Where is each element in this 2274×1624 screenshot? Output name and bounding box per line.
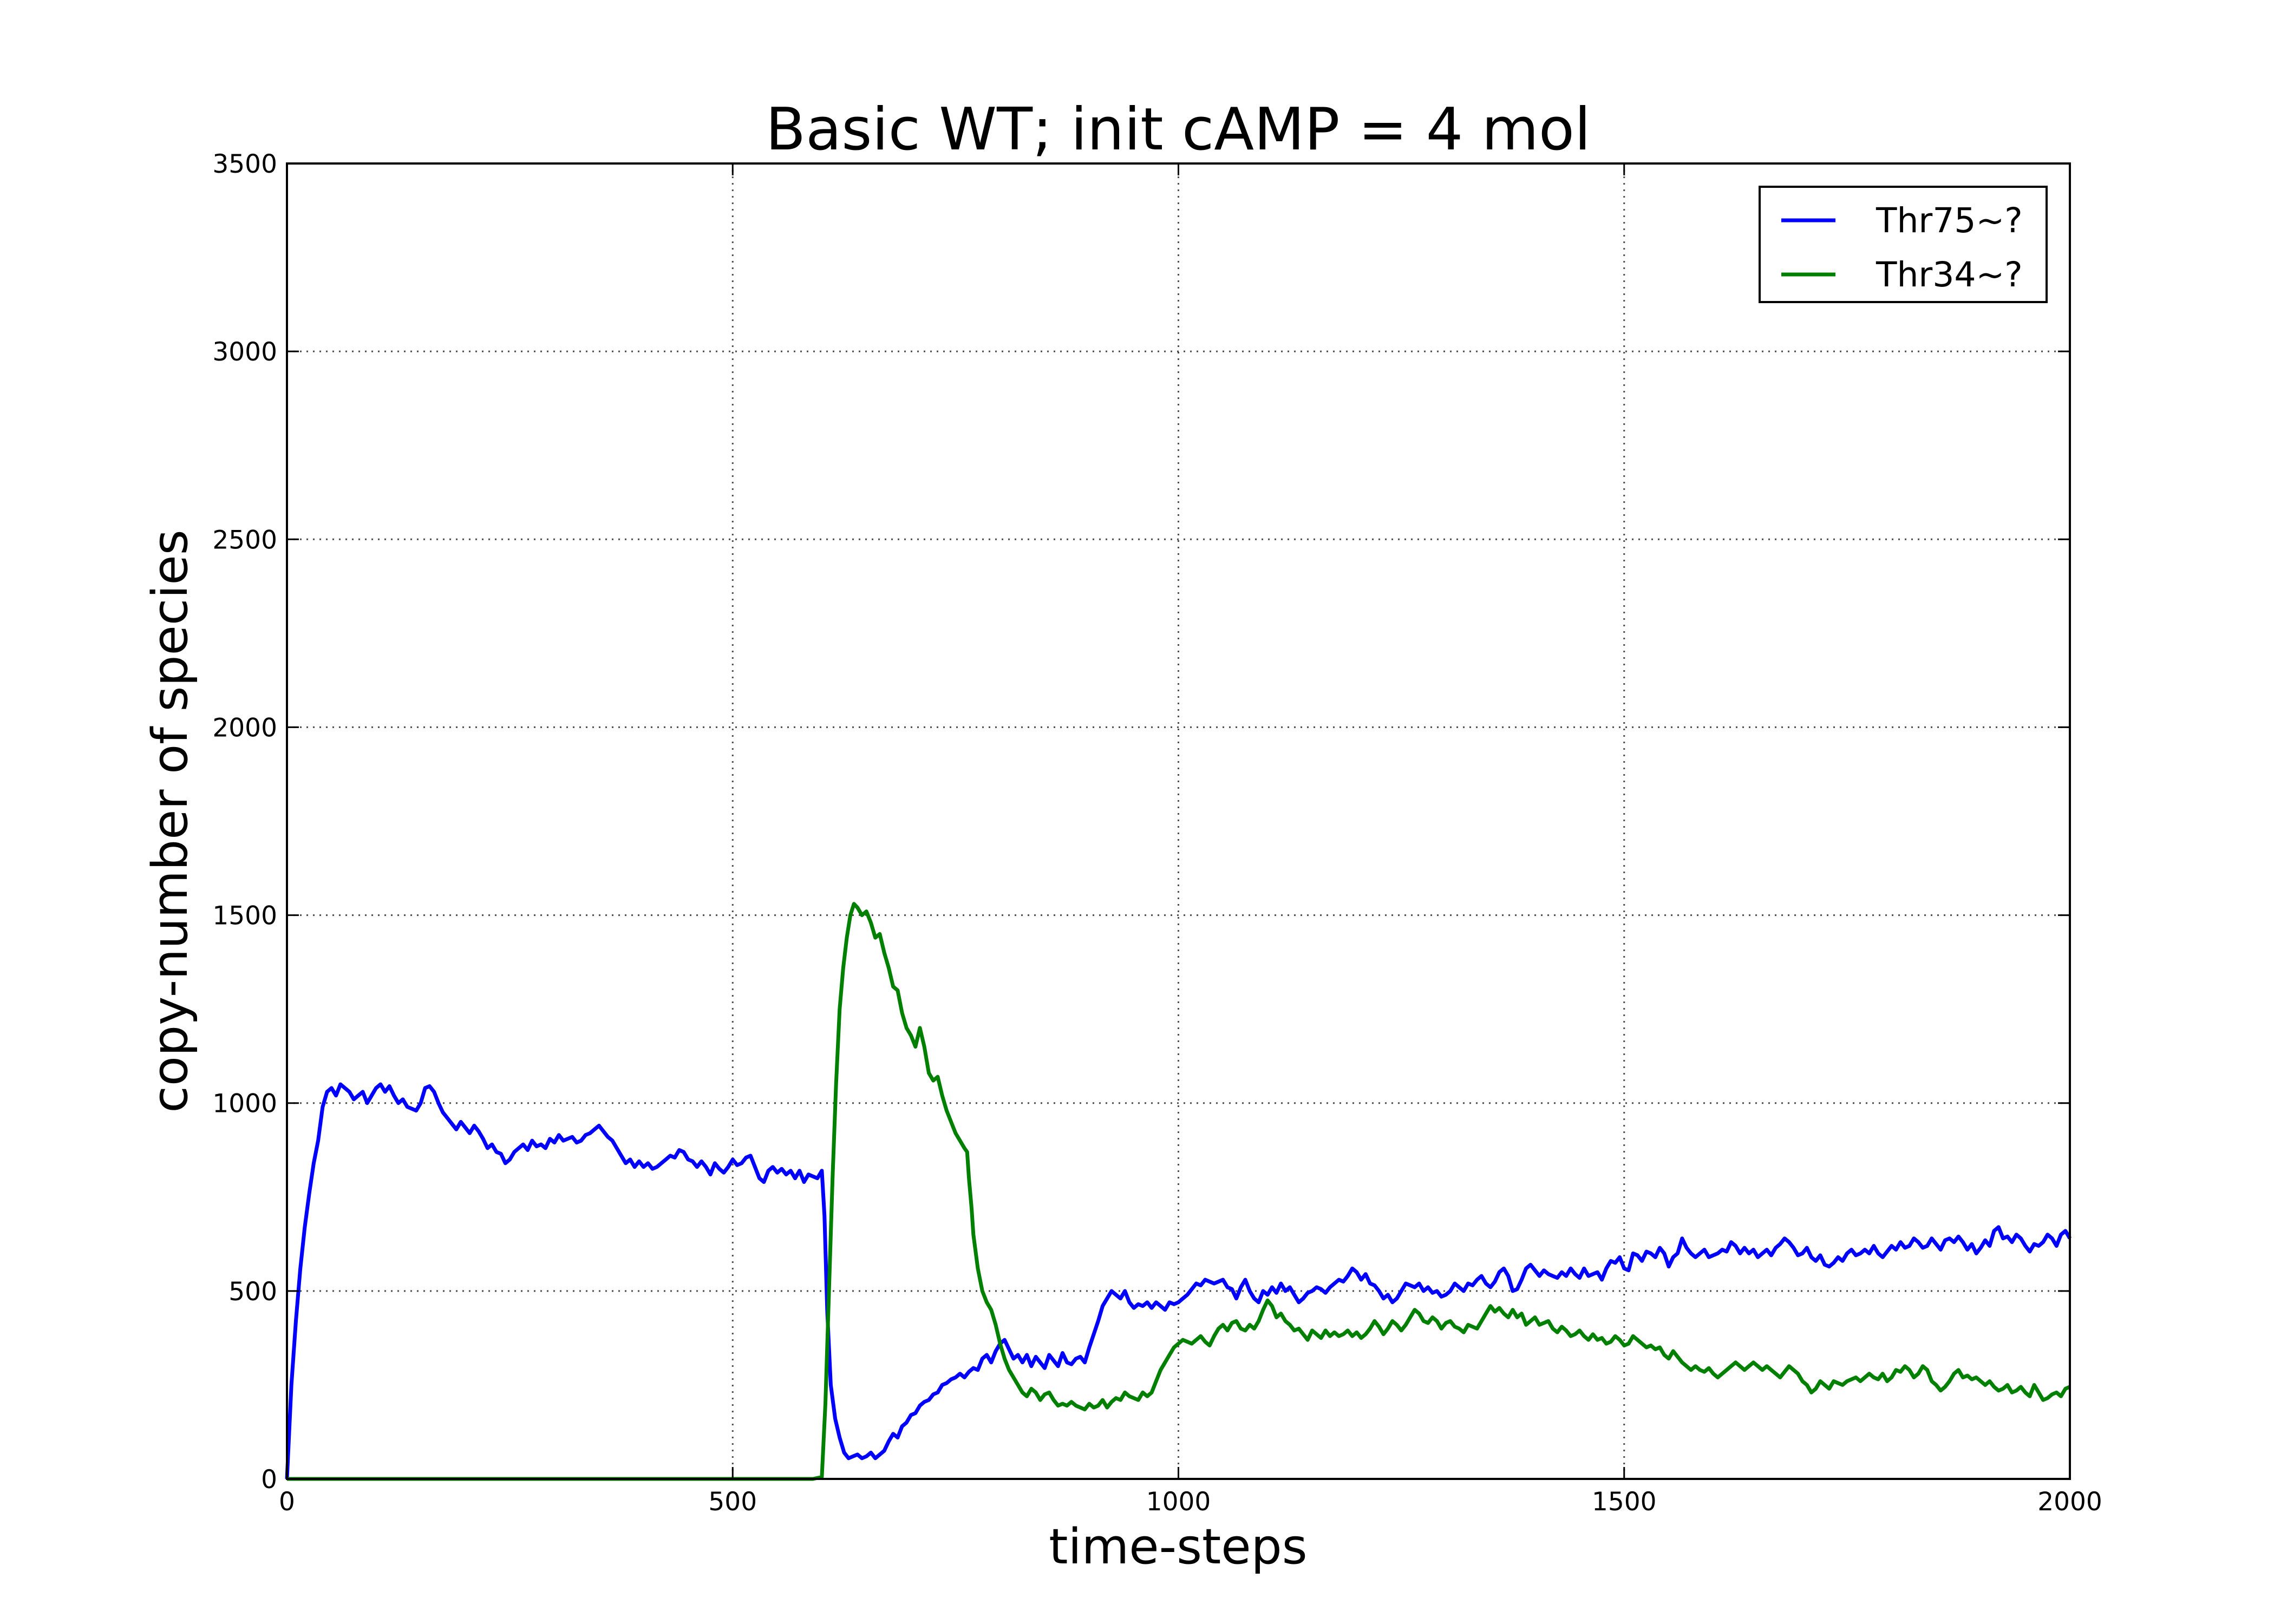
x-tick-label: 1000	[1146, 1487, 1211, 1517]
y-tick-label: 500	[228, 1277, 277, 1307]
axis-ticks: 0 500 1000 1500 2000 0 500 1000 1500 2000 2500 3000…	[212, 149, 2102, 1517]
legend-box	[1759, 186, 2048, 303]
series-lines	[285, 902, 2072, 1481]
series-line-1	[285, 1082, 2072, 1479]
x-axis-label: time-steps	[1049, 1518, 1307, 1575]
y-tick-label: 1500	[212, 901, 277, 931]
y-tick-label: 1000	[212, 1089, 277, 1119]
y-tick-label: 2000	[212, 713, 277, 743]
grid-lines	[287, 163, 2070, 1479]
legend-label: Thr34~?	[1876, 255, 2023, 294]
y-tick-label: 3000	[212, 337, 277, 367]
y-tick-label: 3500	[212, 149, 277, 179]
series-line-2	[287, 902, 2071, 1481]
x-tick-label: 500	[708, 1487, 757, 1517]
legend: Thr75~? Thr34~?	[1759, 186, 2048, 303]
y-tick-label: 2500	[212, 525, 277, 555]
chart-title: Basic WT; init cAMP = 4 mol	[766, 96, 1591, 163]
x-tick-label: 0	[279, 1487, 295, 1517]
y-tick-label: 0	[261, 1465, 277, 1495]
x-tick-label: 2000	[2037, 1487, 2102, 1517]
y-axis-label: copy-number of species	[142, 529, 199, 1112]
x-tick-label: 1500	[1592, 1487, 1657, 1517]
legend-label: Thr75~?	[1876, 201, 2023, 240]
